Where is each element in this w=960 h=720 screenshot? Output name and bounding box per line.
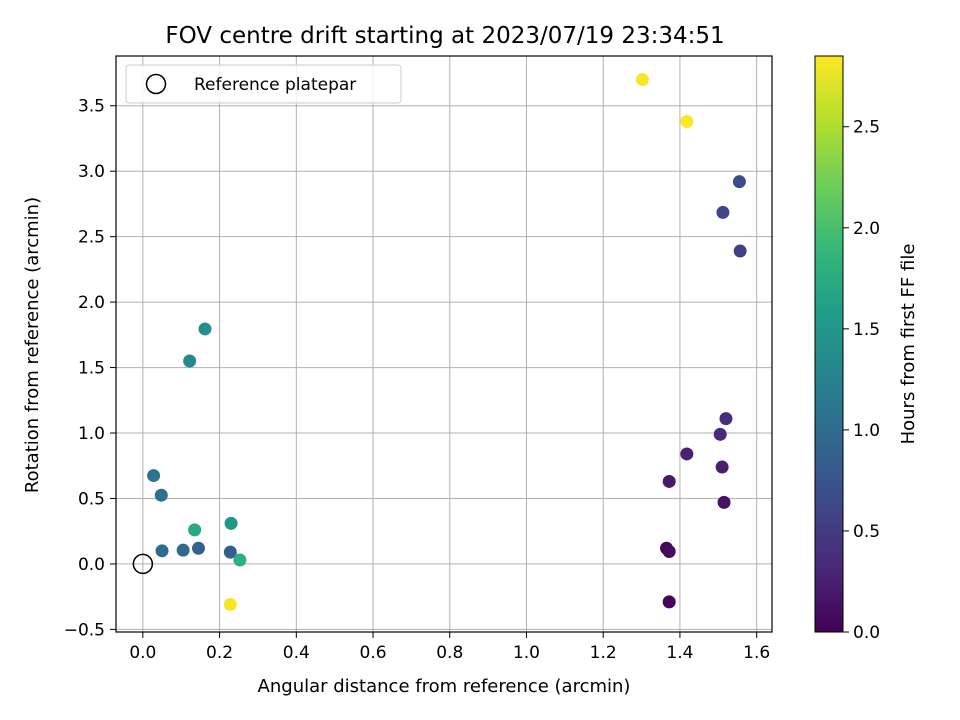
x-tick-label: 0.8 — [436, 643, 463, 663]
y-tick-label: 1.0 — [78, 424, 105, 444]
y-tick-label: 3.0 — [78, 162, 105, 182]
data-point — [662, 595, 676, 609]
data-point — [154, 488, 168, 502]
plot-frame — [115, 55, 773, 633]
data-point — [147, 469, 161, 483]
legend-box — [125, 64, 402, 104]
data-point — [715, 460, 729, 474]
reference-platepar-marker — [132, 553, 154, 575]
colorbar-tick-label: 1.0 — [853, 421, 880, 441]
data-point — [198, 322, 212, 336]
x-tick-label: 0.0 — [129, 643, 156, 663]
data-point — [183, 354, 197, 368]
legend: Reference platepar — [125, 64, 402, 104]
data-point — [680, 447, 694, 461]
data-point — [635, 73, 649, 87]
data-point — [233, 553, 247, 567]
data-point — [223, 545, 237, 559]
data-point — [155, 544, 169, 558]
data-point — [662, 474, 676, 488]
data-point — [188, 523, 202, 537]
y-tick-label: 3.5 — [78, 97, 105, 117]
x-tick-label: 1.0 — [513, 643, 540, 663]
y-tick-label: 2.5 — [78, 228, 105, 248]
colorbar-label: Hours from first FF file — [898, 244, 919, 445]
data-point — [662, 544, 676, 558]
x-axis-label: Angular distance from reference (arcmin) — [258, 676, 631, 697]
y-axis-ticks: −0.5 0.0 0.5 1.0 1.5 2.0 2.5 3.0 3.5 — [64, 97, 116, 640]
y-tick-label: 1.5 — [78, 359, 105, 379]
x-tick-label: 1.2 — [590, 643, 617, 663]
colorbar-tick-label: 2.0 — [853, 219, 880, 239]
data-point — [224, 516, 238, 530]
grid — [116, 56, 772, 632]
data-point — [732, 175, 746, 189]
data-point — [716, 205, 730, 219]
x-tick-label: 1.6 — [743, 643, 770, 663]
legend-reference-marker — [145, 73, 167, 95]
data-point — [176, 543, 190, 557]
colorbar-tick-label: 0.0 — [853, 623, 880, 643]
x-axis-ticks: 0.0 0.2 0.4 0.6 0.8 1.0 1.2 1.4 1.6 — [129, 632, 770, 663]
y-tick-label: 0.0 — [78, 555, 105, 575]
data-point — [680, 114, 694, 128]
x-tick-label: 0.4 — [283, 643, 310, 663]
x-tick-label: 0.6 — [360, 643, 387, 663]
colorbar — [814, 55, 844, 633]
colorbar-tick-label: 0.5 — [853, 522, 880, 542]
colorbar-tick-label: 2.5 — [853, 118, 880, 138]
y-tick-label: −0.5 — [64, 620, 105, 640]
data-point — [717, 495, 731, 509]
y-tick-label: 0.5 — [78, 489, 105, 509]
y-tick-label: 2.0 — [78, 293, 105, 313]
data-point — [733, 244, 747, 258]
chart-title: FOV centre drift starting at 2023/07/19 … — [165, 23, 724, 49]
y-axis-label: Rotation from reference (arcmin) — [22, 197, 43, 493]
data-markers — [132, 73, 747, 612]
x-tick-label: 0.2 — [206, 643, 233, 663]
colorbar-tick-label: 1.5 — [853, 320, 880, 340]
data-point — [719, 412, 733, 426]
data-point — [713, 427, 727, 441]
colorbar-ticks: 0.0 0.5 1.0 1.5 2.0 2.5 — [843, 118, 880, 643]
data-point — [223, 598, 237, 612]
data-point — [191, 541, 205, 555]
x-tick-label: 1.4 — [666, 643, 693, 663]
legend-label: Reference platepar — [194, 75, 356, 95]
